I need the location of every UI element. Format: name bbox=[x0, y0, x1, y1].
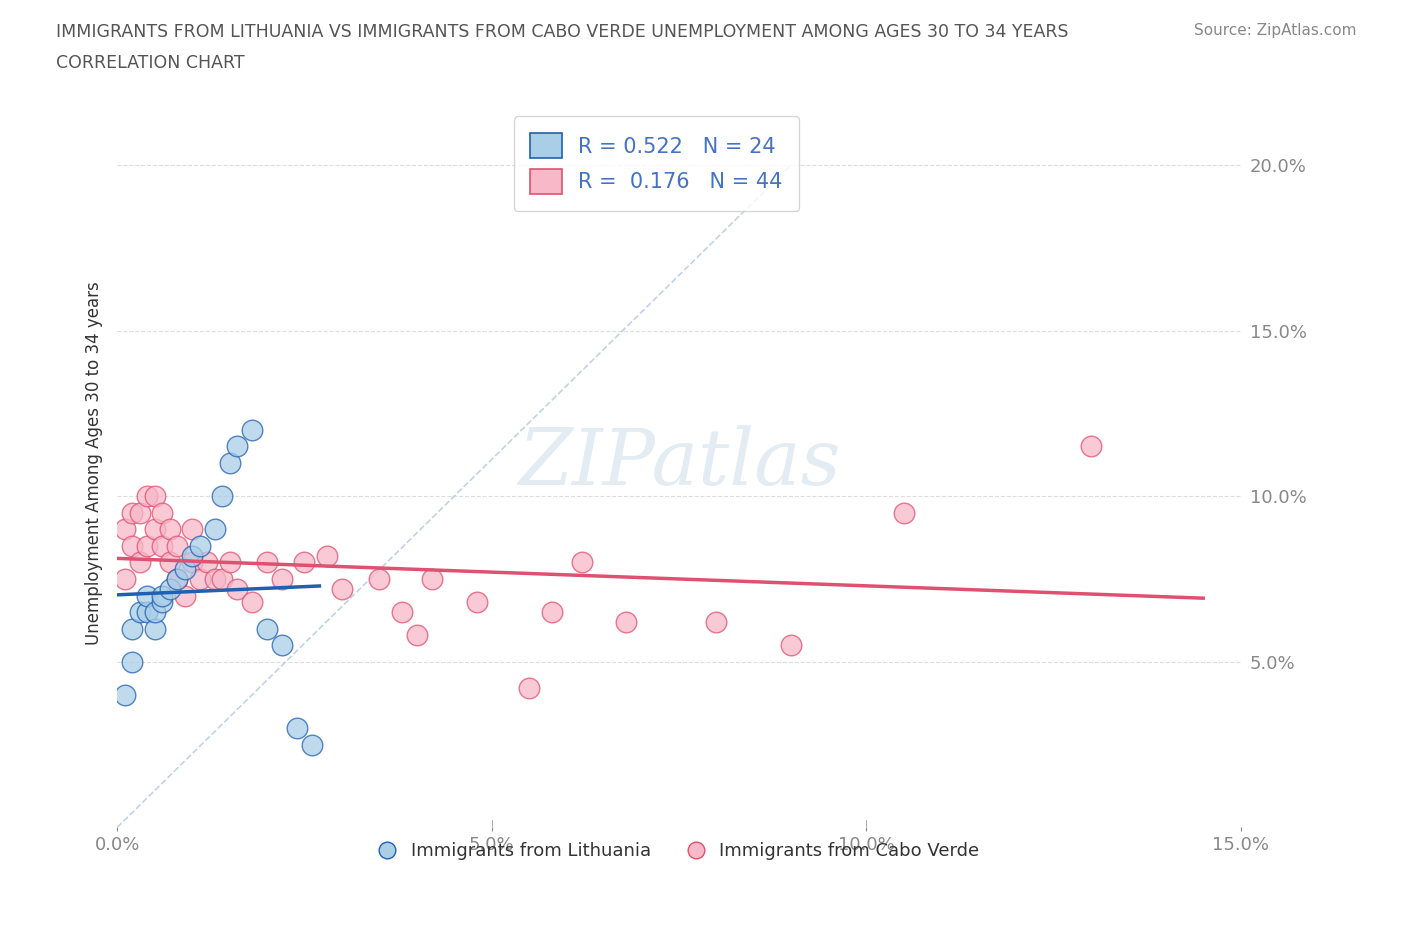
Point bbox=[465, 594, 488, 609]
Point bbox=[294, 555, 316, 570]
Point bbox=[136, 588, 159, 603]
Point bbox=[391, 604, 413, 619]
Text: Source: ZipAtlas.com: Source: ZipAtlas.com bbox=[1194, 23, 1357, 38]
Point bbox=[315, 549, 337, 564]
Point bbox=[240, 594, 263, 609]
Point bbox=[136, 489, 159, 504]
Point bbox=[166, 572, 188, 587]
Point bbox=[114, 522, 136, 537]
Point bbox=[893, 505, 915, 520]
Point bbox=[368, 572, 391, 587]
Point bbox=[136, 604, 159, 619]
Point bbox=[540, 604, 562, 619]
Point bbox=[780, 638, 803, 653]
Point bbox=[420, 572, 443, 587]
Point bbox=[159, 522, 181, 537]
Point bbox=[114, 572, 136, 587]
Point bbox=[121, 621, 143, 636]
Point bbox=[405, 628, 427, 643]
Point bbox=[166, 538, 188, 553]
Point bbox=[128, 505, 150, 520]
Point bbox=[301, 737, 323, 752]
Point bbox=[159, 555, 181, 570]
Point bbox=[121, 538, 143, 553]
Point bbox=[181, 549, 204, 564]
Text: ZIPatlas: ZIPatlas bbox=[517, 425, 841, 501]
Point bbox=[240, 422, 263, 437]
Legend: Immigrants from Lithuania, Immigrants from Cabo Verde: Immigrants from Lithuania, Immigrants fr… bbox=[370, 833, 988, 870]
Point bbox=[616, 615, 638, 630]
Point bbox=[188, 572, 211, 587]
Point bbox=[181, 522, 204, 537]
Y-axis label: Unemployment Among Ages 30 to 34 years: Unemployment Among Ages 30 to 34 years bbox=[86, 281, 103, 644]
Point bbox=[204, 522, 226, 537]
Point bbox=[226, 581, 249, 596]
Point bbox=[256, 621, 278, 636]
Point bbox=[204, 572, 226, 587]
Point bbox=[173, 562, 195, 577]
Point bbox=[121, 655, 143, 670]
Point bbox=[271, 638, 294, 653]
Point bbox=[143, 522, 166, 537]
Point bbox=[211, 572, 233, 587]
Text: CORRELATION CHART: CORRELATION CHART bbox=[56, 54, 245, 72]
Point bbox=[121, 505, 143, 520]
Point bbox=[159, 581, 181, 596]
Point bbox=[143, 489, 166, 504]
Point bbox=[271, 572, 294, 587]
Point bbox=[114, 687, 136, 702]
Point bbox=[143, 604, 166, 619]
Point bbox=[181, 555, 204, 570]
Point bbox=[188, 538, 211, 553]
Point bbox=[330, 581, 353, 596]
Point bbox=[166, 572, 188, 587]
Point bbox=[195, 555, 218, 570]
Point bbox=[211, 489, 233, 504]
Point bbox=[218, 456, 240, 471]
Point bbox=[256, 555, 278, 570]
Point bbox=[1080, 439, 1102, 454]
Point bbox=[173, 588, 195, 603]
Point bbox=[150, 538, 173, 553]
Point bbox=[136, 538, 159, 553]
Point bbox=[150, 594, 173, 609]
Point bbox=[226, 439, 249, 454]
Point bbox=[128, 604, 150, 619]
Point bbox=[218, 555, 240, 570]
Point bbox=[143, 621, 166, 636]
Point bbox=[150, 588, 173, 603]
Point bbox=[150, 505, 173, 520]
Point bbox=[704, 615, 727, 630]
Point bbox=[517, 681, 540, 696]
Point bbox=[128, 555, 150, 570]
Point bbox=[285, 721, 308, 736]
Text: IMMIGRANTS FROM LITHUANIA VS IMMIGRANTS FROM CABO VERDE UNEMPLOYMENT AMONG AGES : IMMIGRANTS FROM LITHUANIA VS IMMIGRANTS … bbox=[56, 23, 1069, 41]
Point bbox=[571, 555, 593, 570]
